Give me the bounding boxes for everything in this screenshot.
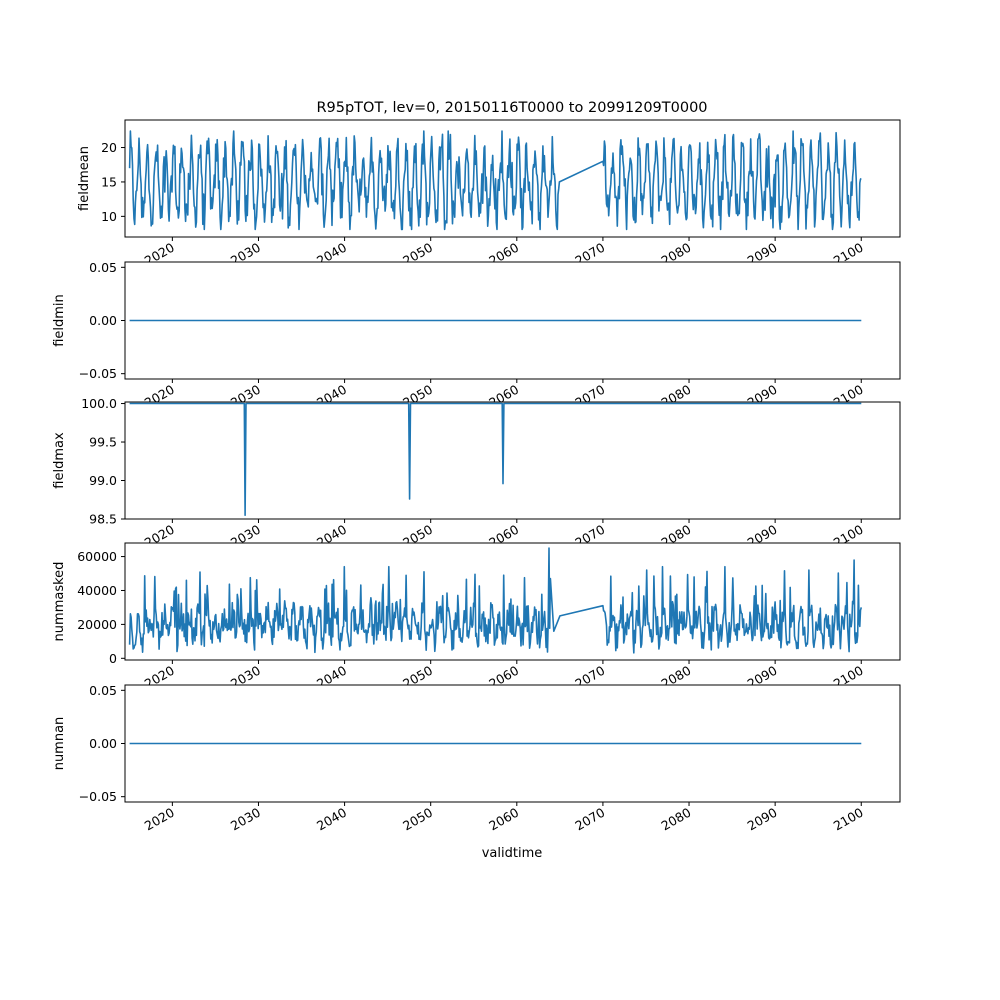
y-tick-label-numnan-2: 0.05: [89, 683, 117, 698]
y-tick-label-fieldmax-3: 100.0: [81, 396, 117, 411]
y-tick-label-nummasked-1: 20000: [77, 617, 117, 632]
y-tick-label-fieldmax-2: 99.5: [89, 435, 117, 450]
y-tick-label-fieldmax-0: 98.5: [89, 512, 117, 527]
axes-frame-fieldmax: [124, 401, 901, 520]
y-tick-label-numnan-0: −0.05: [79, 789, 117, 804]
series-line-fieldmean-0: [128, 130, 862, 231]
axes-frame-nummasked: [124, 542, 901, 661]
y-tick-label-fieldmean-0: 10: [101, 209, 117, 224]
y-tick-label-fieldmean-2: 20: [101, 140, 117, 155]
y-tick-label-fieldmax-1: 99.0: [89, 473, 117, 488]
y-tick-label-nummasked-2: 40000: [77, 583, 117, 598]
y-tick-label-fieldmin-1: 0.00: [89, 313, 117, 328]
y-tick-label-fieldmin-0: −0.05: [79, 366, 117, 381]
y-tick-label-fieldmin-2: 0.05: [89, 260, 117, 275]
series-line-nummasked-0: [128, 547, 863, 654]
y-axis-label-nummasked: nummasked: [52, 562, 67, 642]
series-line-fieldmax-0: [129, 402, 862, 516]
y-tick-label-nummasked-0: 0: [109, 651, 117, 666]
x-axis-label: validtime: [482, 846, 543, 861]
chart-title: R95pTOT, lev=0, 20150116T0000 to 2099120…: [316, 100, 707, 116]
y-tick-label-numnan-1: 0.00: [89, 736, 117, 751]
y-tick-label-nummasked-3: 60000: [77, 549, 117, 564]
y-axis-label-fieldmean: fieldmean: [77, 146, 92, 211]
y-axis-label-numnan: numnan: [52, 717, 67, 771]
axes-background-fieldmax: [125, 402, 900, 519]
axes-frame-fieldmean: [124, 119, 901, 238]
y-tick-label-fieldmean-1: 15: [101, 174, 117, 189]
y-axis-label-fieldmax: fieldmax: [52, 432, 67, 489]
y-axis-label-fieldmin: fieldmin: [52, 294, 67, 347]
